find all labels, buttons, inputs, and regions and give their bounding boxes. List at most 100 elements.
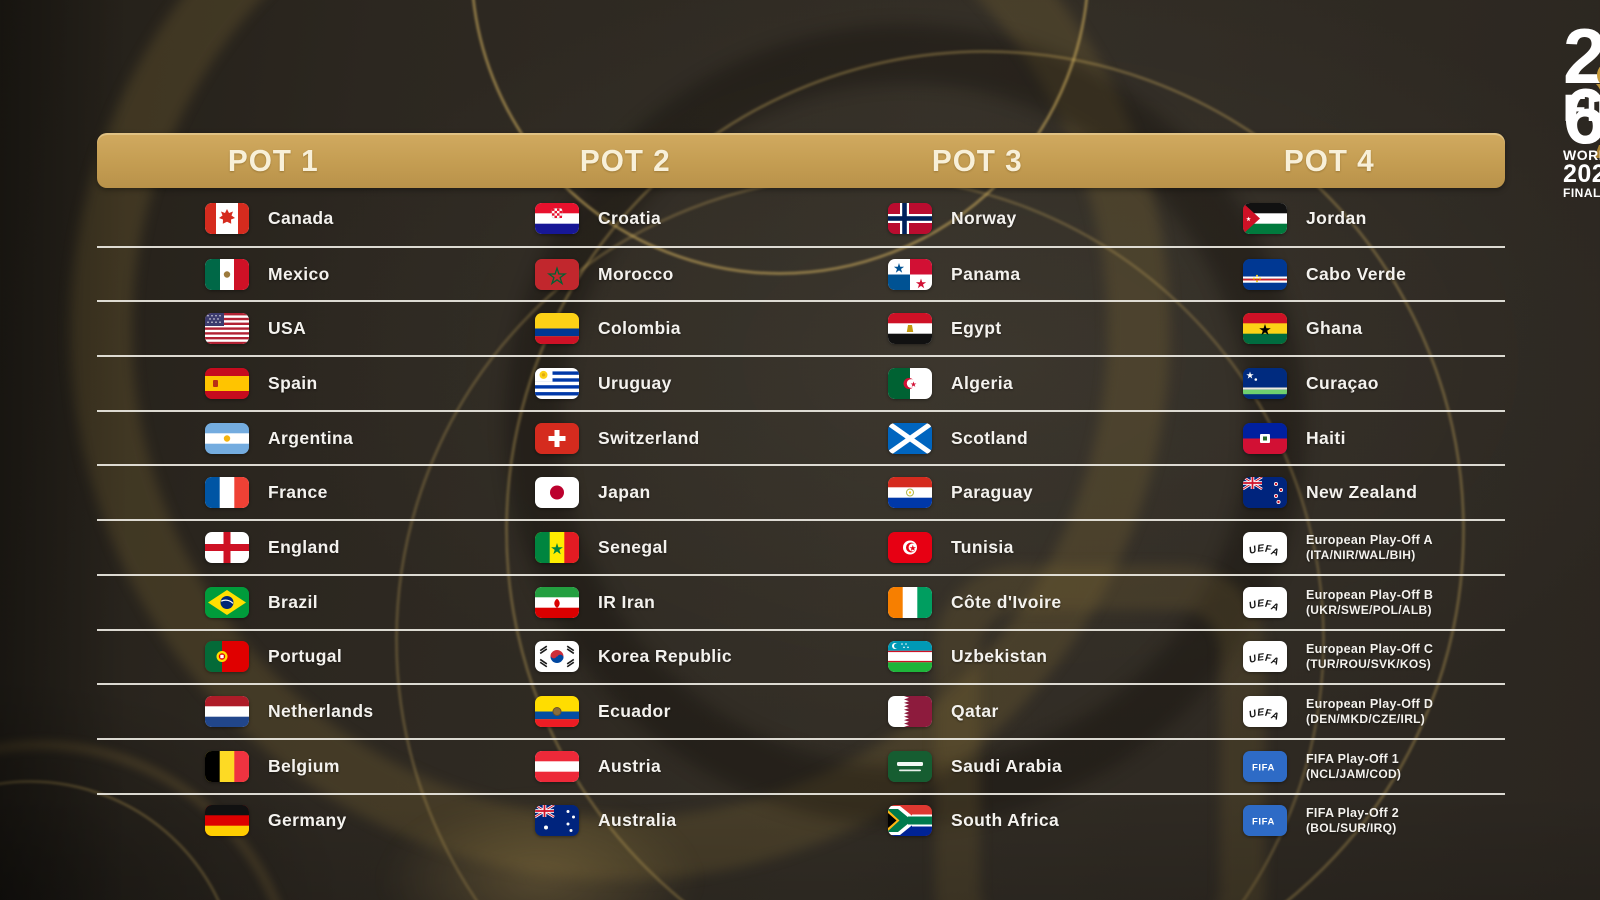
team-cell-qatar: Qatar xyxy=(801,685,1153,738)
pot-row: Argentina Switzerland Scotland Haiti xyxy=(97,409,1505,465)
flag-argentina xyxy=(205,422,249,454)
logo-world-cup-text: WORLD CUP xyxy=(1563,147,1600,163)
draw-pots-table: POT 1 POT 2 POT 3 POT 4 Canada Croatia Nor… xyxy=(97,133,1505,847)
team-name: Colombia xyxy=(598,318,681,339)
team-name: USA xyxy=(268,318,307,339)
team-cell-tunisia: Tunisia xyxy=(801,521,1153,574)
team-name: Germany xyxy=(268,810,347,831)
flag-algeria xyxy=(888,367,932,399)
team-sub: (NCL/JAM/COD) xyxy=(1306,766,1402,781)
team-label: Belgium xyxy=(268,756,340,777)
team-name: Austria xyxy=(598,755,662,776)
team-cell-south-africa: South Africa xyxy=(801,795,1153,848)
team-sub: (ITA/NIR/WAL/BIH) xyxy=(1306,547,1416,562)
team-cell-european-play-off-b: UEFA European Play-Off B (UKR/SWE/POL/ALB) xyxy=(1153,576,1505,629)
team-name: Algeria xyxy=(951,372,1014,393)
team-cell-haiti: Haiti xyxy=(1153,412,1505,465)
team-cell-england: England xyxy=(97,521,449,574)
team-label: European Play-Off C (TUR/ROU/SVK/KOS) xyxy=(1306,641,1433,672)
flag-morocco xyxy=(535,258,579,290)
svg-text:FIFA: FIFA xyxy=(1252,762,1275,773)
flag-croatia xyxy=(535,202,579,234)
team-label: Mexico xyxy=(268,264,330,285)
team-name: Spain xyxy=(268,372,318,393)
team-name: Paraguay xyxy=(951,482,1033,503)
team-cell-norway: Norway xyxy=(801,191,1153,246)
team-label: Switzerland xyxy=(598,428,700,449)
team-name: Scotland xyxy=(951,427,1029,448)
pot-row: Netherlands Ecuador Qatar UEFA European Play… xyxy=(97,683,1505,738)
flag-korea xyxy=(535,641,579,673)
team-name: Belgium xyxy=(268,755,340,776)
team-name: FIFA Play-Off 1 xyxy=(1306,751,1399,766)
team-cell-egypt: Egypt xyxy=(801,302,1153,355)
team-name: Uzbekistan xyxy=(951,646,1048,667)
team-label: Portugal xyxy=(268,646,342,667)
team-label: Japan xyxy=(598,482,651,503)
pot-3-header: POT 3 xyxy=(931,142,1023,178)
team-label: New Zealand xyxy=(1306,482,1417,503)
flag-panama xyxy=(888,258,932,290)
team-label: European Play-Off A (ITA/NIR/WAL/BIH) xyxy=(1306,532,1433,563)
flag-uzbekistan xyxy=(888,641,932,673)
team-name: IR Iran xyxy=(598,591,656,612)
flag-paraguay xyxy=(888,477,932,509)
team-name: Ecuador xyxy=(598,701,671,722)
fifa-badge: FIFA xyxy=(1243,750,1287,782)
flag-curacao xyxy=(1243,367,1287,399)
flag-portugal xyxy=(205,641,249,673)
team-name: Brazil xyxy=(268,591,319,612)
team-label: France xyxy=(268,482,328,503)
team-label: Egypt xyxy=(951,318,1002,339)
team-cell-netherlands: Netherlands xyxy=(97,685,449,738)
team-name: Morocco xyxy=(598,263,674,284)
flag-canada xyxy=(205,202,249,234)
flag-jordan xyxy=(1243,202,1287,234)
flag-switzerland xyxy=(535,422,579,454)
team-name: Croatia xyxy=(598,207,662,228)
team-label: Algeria xyxy=(951,373,1013,394)
team-cell-european-play-off-a: UEFA European Play-Off A (ITA/NIR/WAL/BIH) xyxy=(1153,521,1505,574)
flag-japan xyxy=(535,477,579,509)
team-cell-korea-republic: Korea Republic xyxy=(449,631,801,684)
flag-england xyxy=(205,531,249,563)
team-label: Scotland xyxy=(951,428,1028,449)
team-label: Saudi Arabia xyxy=(951,756,1062,777)
flag-norway xyxy=(888,202,932,234)
team-name: European Play-Off A xyxy=(1306,532,1433,547)
uefa-badge: UEFA xyxy=(1243,641,1287,673)
flag-haiti xyxy=(1243,422,1287,454)
flag-saudiarabia xyxy=(888,750,932,782)
team-name: Qatar xyxy=(951,701,999,722)
team-cell-panama: Panama xyxy=(801,248,1153,301)
team-label: FIFA Play-Off 1 (NCL/JAM/COD) xyxy=(1306,751,1401,782)
pot-row: Canada Croatia Norway Jordan xyxy=(97,191,1505,246)
team-cell-colombia: Colombia xyxy=(449,302,801,355)
uefa-badge: UEFA xyxy=(1243,531,1287,563)
team-name: Mexico xyxy=(268,263,330,284)
flag-usa xyxy=(205,313,249,345)
team-name: FIFA Play-Off 2 xyxy=(1306,806,1399,821)
flag-senegal xyxy=(535,531,579,563)
team-label: European Play-Off B (UKR/SWE/POL/ALB) xyxy=(1306,587,1433,618)
team-cell-paraguay: Paraguay xyxy=(801,466,1153,519)
team-name: Netherlands xyxy=(268,701,374,722)
team-label: Cabo Verde xyxy=(1306,264,1406,285)
pot-row: Belgium Austria Saudi Arabia FIFA FIFA Play-… xyxy=(97,737,1505,793)
team-label: Spain xyxy=(268,373,318,394)
logo-fifa-wordmark: FIFA xyxy=(1563,88,1600,130)
team-name: Ghana xyxy=(1306,318,1363,339)
team-name: Korea Republic xyxy=(598,646,732,667)
team-sub: (DEN/MKD/CZE/IRL) xyxy=(1306,712,1426,727)
flag-belgium xyxy=(205,750,249,782)
team-name: Senegal xyxy=(598,536,668,557)
team-label: Australia xyxy=(598,810,677,831)
team-cell-scotland: Scotland xyxy=(801,412,1153,465)
pots-table-rows: Canada Croatia Norway Jordan Mexico Morocco Pa… xyxy=(97,191,1505,847)
team-label: Panama xyxy=(951,264,1021,285)
team-name: Cabo Verde xyxy=(1306,263,1407,284)
team-cell-ecuador: Ecuador xyxy=(449,685,801,738)
team-cell-brazil: Brazil xyxy=(97,576,449,629)
pot-row: USA Colombia Egypt Ghana xyxy=(97,300,1505,355)
